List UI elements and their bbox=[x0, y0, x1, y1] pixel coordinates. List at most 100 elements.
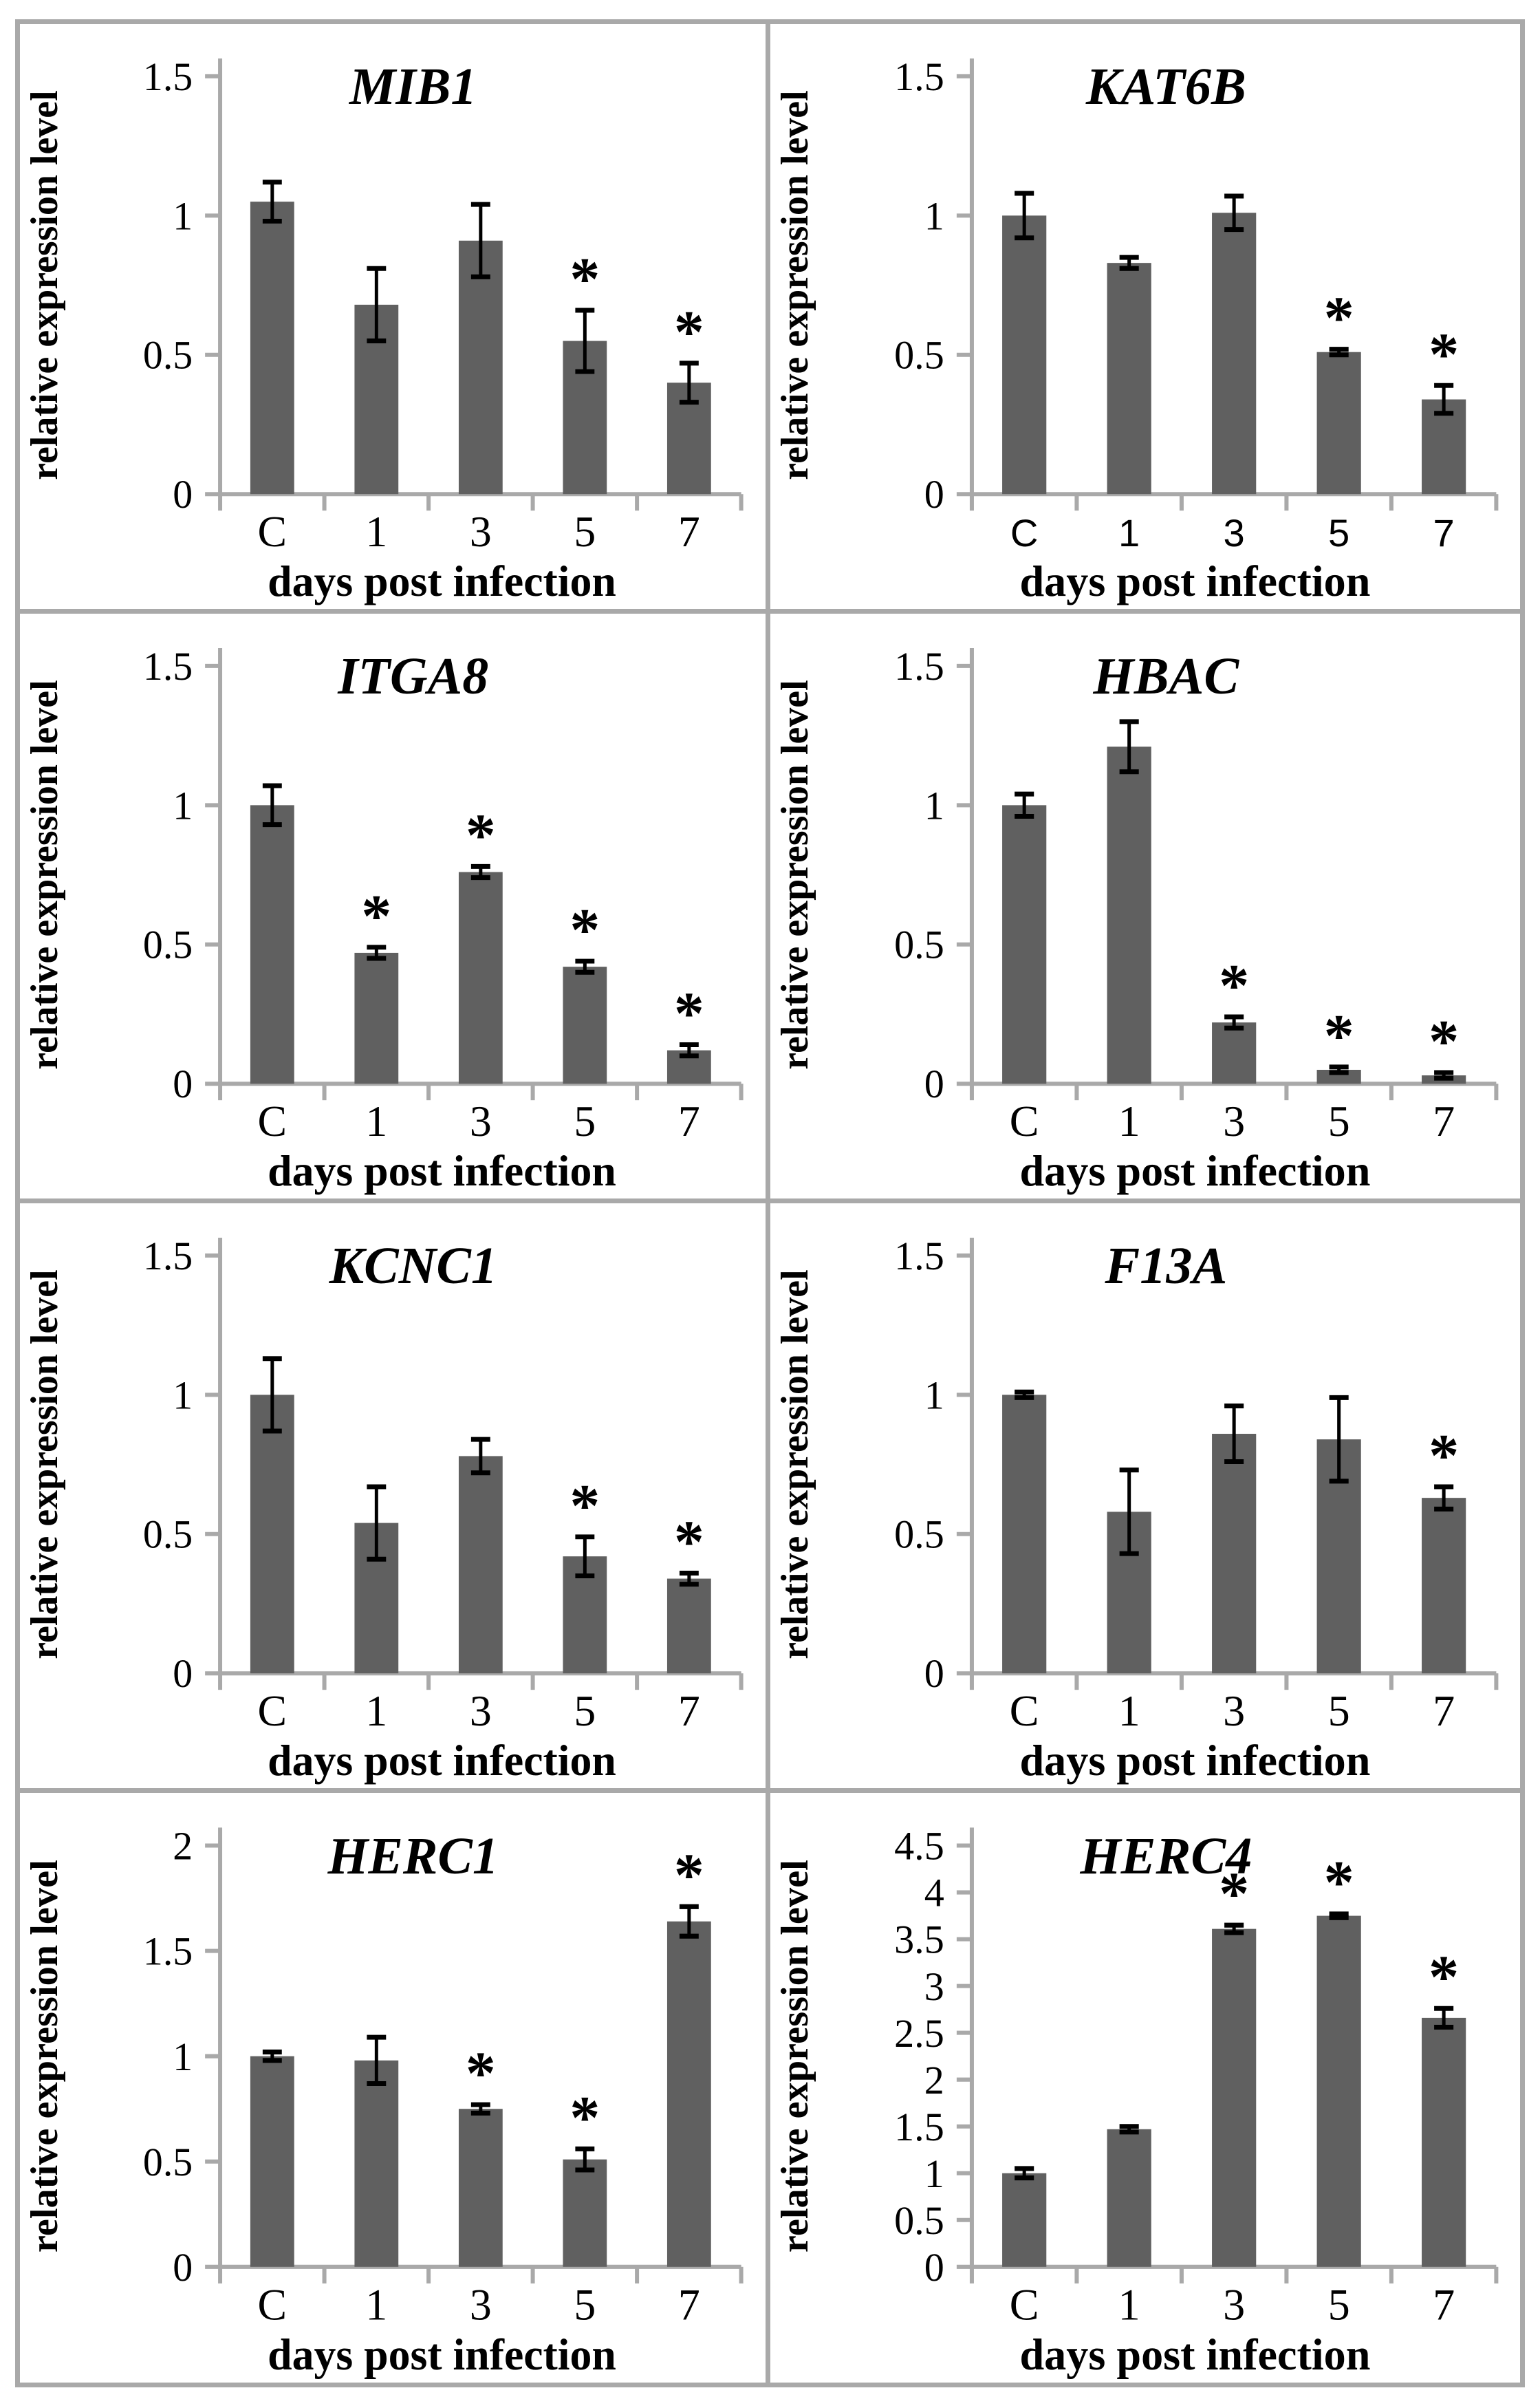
x-tick-label: 3 bbox=[470, 2280, 492, 2329]
sig-asterisk: * bbox=[570, 896, 600, 963]
x-tick-label: 1 bbox=[1118, 1097, 1140, 1146]
x-tick-label: 5 bbox=[574, 507, 596, 556]
bar bbox=[1001, 2173, 1046, 2267]
x-tick-label: 5 bbox=[574, 1097, 596, 1146]
x-tick-label: 1 bbox=[1118, 2280, 1140, 2329]
bar bbox=[458, 1456, 503, 1674]
x-tick-label: 1 bbox=[1118, 1686, 1140, 1735]
x-tick-label: 1 bbox=[365, 507, 387, 556]
bar-chart-f13a: 0 0.5 1 1.5 C 1 3 5 * 7 F13A days post infection rel… bbox=[774, 1234, 1498, 1785]
chart-title: ITGA8 bbox=[337, 647, 488, 705]
bar-chart-hbac: 0 0.5 1 1.5 C 1 * 3 * 5 * 7 HBAC days post infection r… bbox=[774, 644, 1498, 1195]
x-tick-label: 7 bbox=[1433, 1686, 1455, 1735]
y-tick-label: 0 bbox=[173, 472, 193, 517]
sig-asterisk: * bbox=[674, 980, 704, 1046]
bar bbox=[666, 1921, 711, 2267]
bar bbox=[1316, 352, 1361, 495]
bar-chart-kat6b: 0 0.5 1 1.5 C 1 3 * 5 * 7 KAT6B days post infection r… bbox=[774, 54, 1498, 605]
figure-frame: 0 0.5 1 1.5 C 1 3 * 5 * 7 MIB1 days post infection re… bbox=[15, 19, 1525, 2387]
bar bbox=[1001, 215, 1046, 495]
y-axis-title: relative expression level bbox=[774, 680, 816, 1069]
x-tick-label: C bbox=[258, 2280, 288, 2329]
y-tick-label: 2 bbox=[173, 1823, 193, 1868]
x-tick-label: C bbox=[258, 1686, 288, 1735]
y-tick-label: 1 bbox=[924, 1373, 944, 1417]
bar bbox=[458, 872, 503, 1084]
y-tick-label: 3 bbox=[924, 1964, 944, 2009]
chart-panel-mib1: 0 0.5 1 1.5 C 1 3 * 5 * 7 MIB1 days post infection re… bbox=[20, 24, 770, 614]
x-tick-label: C bbox=[1009, 1097, 1039, 1146]
x-tick-label: C bbox=[1009, 2280, 1039, 2329]
x-tick-label: 7 bbox=[1433, 511, 1454, 555]
x-tick-label: 3 bbox=[470, 507, 492, 556]
bar bbox=[1107, 263, 1151, 495]
x-tick-label: 5 bbox=[1327, 1097, 1349, 1146]
x-axis-title: days post infection bbox=[268, 557, 616, 605]
sig-asterisk: * bbox=[1429, 321, 1459, 388]
y-tick-label: 0.5 bbox=[143, 1512, 193, 1557]
y-tick-label: 0.5 bbox=[894, 333, 944, 378]
chart-title: HBAC bbox=[1092, 647, 1239, 705]
bar bbox=[458, 240, 503, 495]
bar-chart-herc1: 0 0.5 1 1.5 2 C 1 * 3 * 5 * 7 HERC1 days post infectio… bbox=[23, 1823, 744, 2379]
bar bbox=[1001, 1395, 1046, 1674]
bar bbox=[250, 2056, 294, 2267]
sig-asterisk: * bbox=[674, 1842, 704, 1910]
x-tick-label: C bbox=[258, 1097, 288, 1146]
y-tick-label: 1 bbox=[173, 193, 193, 238]
x-tick-label: 5 bbox=[1328, 511, 1349, 555]
y-tick-label: 1.5 bbox=[143, 54, 193, 99]
bar bbox=[1211, 1928, 1256, 2267]
x-tick-label: 3 bbox=[470, 1097, 492, 1146]
y-tick-label: 1.5 bbox=[143, 644, 193, 689]
bar bbox=[250, 202, 294, 495]
x-axis-title: days post infection bbox=[1019, 2330, 1370, 2379]
y-tick-label: 0 bbox=[173, 2245, 193, 2290]
x-tick-label: 5 bbox=[1327, 1686, 1349, 1735]
bar bbox=[354, 952, 399, 1084]
bar bbox=[563, 2159, 607, 2267]
x-tick-label: C bbox=[1009, 1686, 1039, 1735]
x-axis-title: days post infection bbox=[1019, 1736, 1370, 1785]
y-tick-label: 1 bbox=[924, 2151, 944, 2196]
bar bbox=[1211, 213, 1256, 495]
sig-asterisk: * bbox=[674, 1508, 704, 1575]
bar bbox=[1001, 805, 1046, 1084]
x-tick-label: 1 bbox=[365, 1097, 387, 1146]
sig-asterisk: * bbox=[466, 2040, 496, 2108]
x-tick-label: 5 bbox=[574, 1686, 596, 1735]
y-tick-label: 0 bbox=[924, 1062, 944, 1106]
y-axis-title: relative expression level bbox=[774, 1269, 816, 1659]
bar bbox=[1211, 1434, 1256, 1674]
y-tick-label: 1.5 bbox=[894, 2105, 944, 2149]
sig-asterisk: * bbox=[570, 246, 600, 312]
x-tick-label: 7 bbox=[678, 1097, 700, 1146]
bar bbox=[1421, 2017, 1466, 2267]
x-tick-label: 7 bbox=[678, 2280, 700, 2329]
sig-asterisk: * bbox=[1429, 1944, 1459, 2011]
x-axis-title: days post infection bbox=[1019, 557, 1370, 605]
y-tick-label: 0.5 bbox=[143, 2140, 193, 2184]
sig-asterisk: * bbox=[1219, 1860, 1249, 1928]
sig-asterisk: * bbox=[1429, 1009, 1459, 1075]
y-axis-title: relative expression level bbox=[23, 680, 66, 1069]
x-tick-label: 3 bbox=[1223, 1097, 1245, 1146]
chart-title: F13A bbox=[1104, 1237, 1227, 1295]
chart-panel-kat6b: 0 0.5 1 1.5 C 1 3 * 5 * 7 KAT6B days post infection r… bbox=[770, 24, 1520, 614]
sig-asterisk: * bbox=[1323, 1849, 1354, 1917]
y-tick-label: 1.5 bbox=[894, 644, 944, 689]
y-tick-label: 0 bbox=[924, 2245, 944, 2290]
x-tick-label: C bbox=[1010, 511, 1038, 555]
y-axis-title: relative expression level bbox=[774, 90, 816, 480]
y-tick-label: 1 bbox=[173, 1373, 193, 1417]
sig-asterisk: * bbox=[466, 802, 496, 868]
chart-title: HERC4 bbox=[1079, 1827, 1252, 1885]
y-tick-label: 0.5 bbox=[894, 1512, 944, 1557]
sig-asterisk: * bbox=[674, 299, 704, 365]
chart-panel-itga8: 0 0.5 1 1.5 C * 1 * 3 * 5 * 7 ITGA8 days post infectio… bbox=[20, 614, 770, 1203]
bar bbox=[250, 805, 294, 1084]
y-axis-title: relative expression level bbox=[23, 1269, 66, 1659]
bar bbox=[666, 1578, 711, 1674]
x-tick-label: 5 bbox=[574, 2280, 596, 2329]
